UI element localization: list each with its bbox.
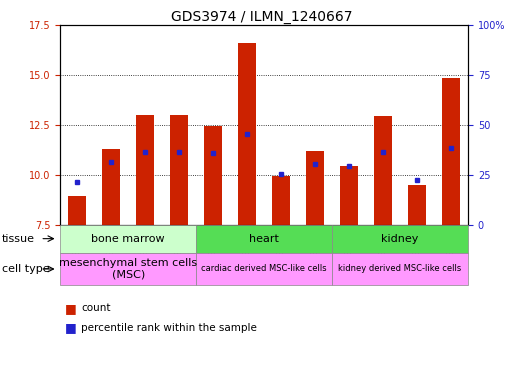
Bar — [136, 115, 154, 225]
Text: mesenchymal stem cells
(MSC): mesenchymal stem cells (MSC) — [59, 258, 197, 280]
Bar — [170, 115, 188, 225]
Text: bone marrow: bone marrow — [92, 233, 165, 244]
Bar — [340, 166, 358, 225]
Bar — [442, 78, 460, 225]
Text: cell type: cell type — [2, 264, 50, 274]
Bar — [102, 149, 120, 225]
Bar — [408, 185, 426, 225]
Bar — [196, 253, 332, 285]
Bar — [374, 116, 392, 225]
Bar — [204, 126, 222, 225]
Bar — [272, 176, 290, 225]
Bar — [60, 225, 196, 253]
Bar — [332, 253, 468, 285]
Text: percentile rank within the sample: percentile rank within the sample — [81, 323, 257, 333]
Text: tissue: tissue — [2, 233, 35, 244]
Text: ■: ■ — [65, 302, 77, 315]
Text: cardiac derived MSC-like cells: cardiac derived MSC-like cells — [201, 265, 327, 273]
Text: GDS3974 / ILMN_1240667: GDS3974 / ILMN_1240667 — [170, 10, 353, 23]
Text: kidney derived MSC-like cells: kidney derived MSC-like cells — [338, 265, 462, 273]
Bar — [306, 151, 324, 225]
Text: kidney: kidney — [381, 233, 419, 244]
Bar — [68, 196, 86, 225]
Bar — [196, 225, 332, 253]
Text: count: count — [81, 303, 110, 313]
Bar — [238, 43, 256, 225]
Bar — [332, 225, 468, 253]
Text: ■: ■ — [65, 321, 77, 334]
Bar — [60, 253, 196, 285]
Text: heart: heart — [249, 233, 279, 244]
